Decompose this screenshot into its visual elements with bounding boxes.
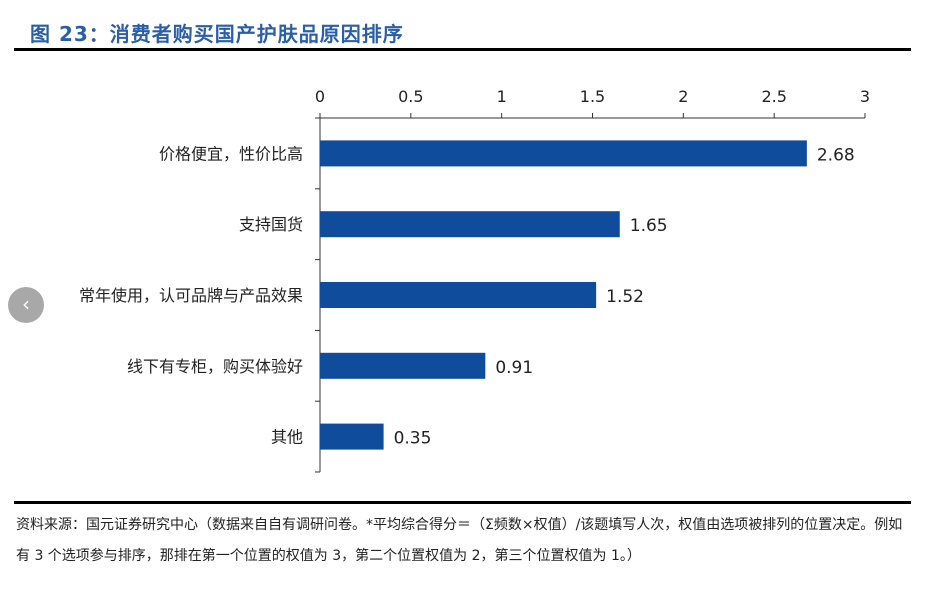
category-label: 线下有专柜，购买体验好 xyxy=(127,357,303,376)
x-tick-label: 2 xyxy=(678,87,688,106)
category-label: 支持国货 xyxy=(239,215,303,234)
data-label: 0.91 xyxy=(495,358,533,378)
source-note: 资料来源：国元证券研究中心（数据来自自有调研问卷。*平均综合得分＝（Σ频数×权值… xyxy=(16,517,903,564)
data-label: 1.52 xyxy=(606,287,644,307)
source-rule xyxy=(14,501,911,504)
chevron-left-icon[interactable]: ‹ xyxy=(8,287,44,323)
category-label: 价格便宜，性价比高 xyxy=(159,144,303,163)
x-tick-label: 0.5 xyxy=(398,87,423,106)
title-rule xyxy=(14,48,911,51)
x-tick-label: 0 xyxy=(315,87,325,106)
x-tick-label: 1.5 xyxy=(580,87,605,106)
data-label: 1.65 xyxy=(630,216,668,236)
x-tick-label: 1 xyxy=(497,87,507,106)
chart-title: 图 23：消费者购买国产护肤品原因排序 xyxy=(30,22,404,46)
x-tick-label: 3 xyxy=(860,87,870,106)
x-tick-label: 2.5 xyxy=(761,87,786,106)
bar xyxy=(320,282,597,308)
bar xyxy=(320,423,384,450)
category-label: 其他 xyxy=(271,428,303,447)
bar xyxy=(320,352,486,379)
bar xyxy=(320,211,620,238)
data-label: 2.68 xyxy=(817,145,855,165)
category-label: 常年使用，认可品牌与产品效果 xyxy=(79,286,303,305)
bar xyxy=(320,140,807,167)
data-label: 0.35 xyxy=(394,429,432,449)
